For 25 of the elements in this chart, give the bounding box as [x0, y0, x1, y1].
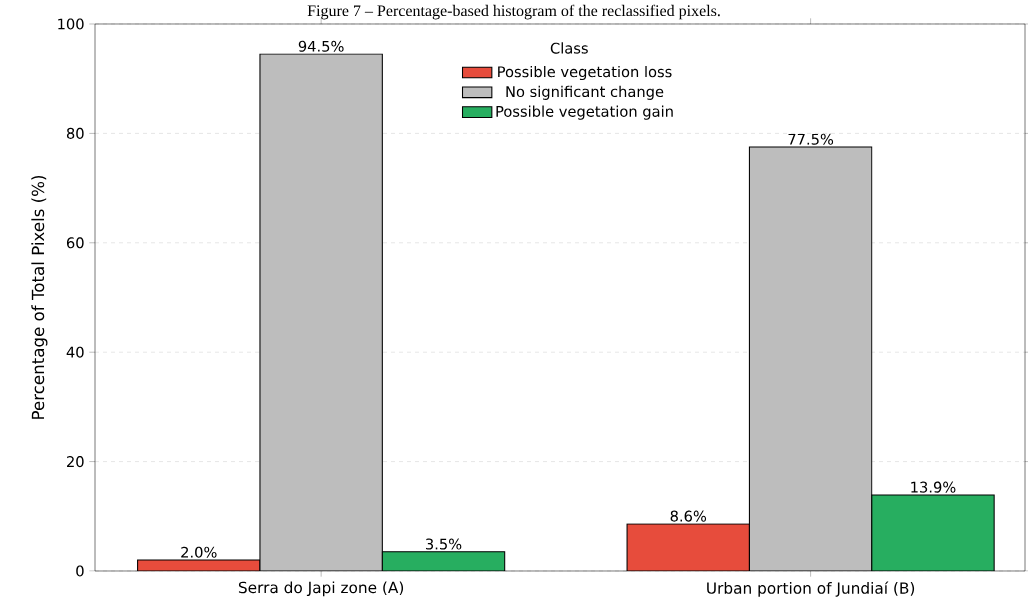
data-label: 94.5% [298, 40, 344, 52]
data-label: 8.6% [670, 510, 707, 522]
y-axis-title: Percentage of Total Pixels (%) [31, 175, 48, 419]
y-tick-label: 60 [66, 237, 84, 249]
y-tick-label: 40 [66, 346, 84, 358]
data-label: 77.5% [788, 133, 834, 145]
bar [626, 523, 750, 571]
chart-title: Figure 7 – Percentage-based histogram of the reclassified pixels. [307, 4, 720, 20]
x-tick-label: Urban portion of Jundiaí (B) [707, 581, 915, 597]
legend-label: Possible vegetation gain [496, 105, 673, 120]
x-tick-label: Serra do Japi zone (A) [238, 581, 404, 597]
bar [381, 551, 506, 571]
legend-label: No significant change [506, 85, 664, 100]
y-tick-label: 100 [58, 18, 84, 30]
legend-title: Class [550, 42, 588, 54]
y-tick-label: 80 [66, 127, 84, 139]
data-label: 2.0% [181, 546, 217, 558]
y-tick-label: 0 [76, 565, 84, 577]
data-label: 3.5% [425, 538, 462, 550]
y-tick-label: 20 [67, 456, 84, 468]
bar [748, 146, 873, 571]
legend-label: Possible vegetation loss [498, 65, 672, 81]
bar [259, 53, 383, 571]
bar [871, 494, 995, 571]
data-label: 13.9% [911, 481, 956, 493]
